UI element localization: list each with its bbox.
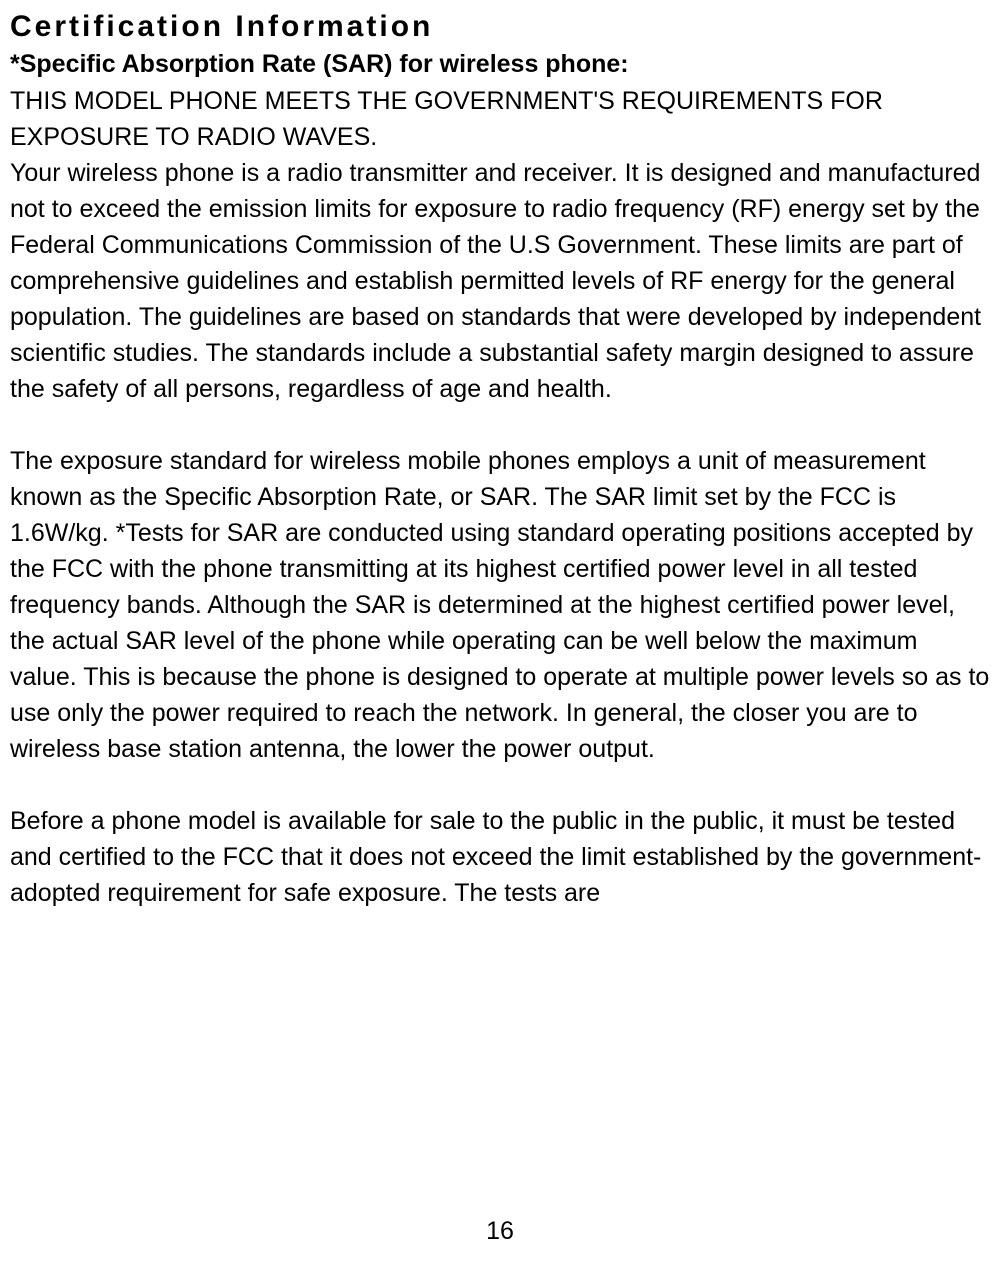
paragraph-1: THIS MODEL PHONE MEETS THE GOVERNMENT'S … [10, 83, 990, 155]
paragraph-3: The exposure standard for wireless mobil… [10, 443, 990, 767]
paragraph-4: Before a phone model is available for sa… [10, 803, 990, 911]
paragraph-gap [10, 407, 990, 443]
paragraph-gap [10, 767, 990, 803]
sar-subtitle: *Specific Absorption Rate (SAR) for wire… [10, 50, 990, 79]
page-number: 16 [0, 1217, 1000, 1246]
paragraph-2: Your wireless phone is a radio transmitt… [10, 155, 990, 407]
page-title: Certification Information [10, 10, 990, 44]
